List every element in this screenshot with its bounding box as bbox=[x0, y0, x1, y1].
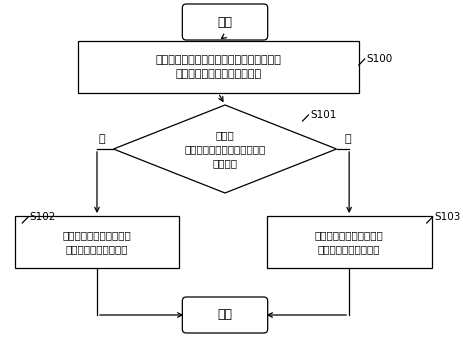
Text: 开始: 开始 bbox=[217, 16, 232, 29]
Text: 根据对血液样本吸样过程中样本透光率的变
化，生成吸样过程透光率曲线: 根据对血液样本吸样过程中样本透光率的变 化，生成吸样过程透光率曲线 bbox=[155, 55, 281, 79]
Text: S101: S101 bbox=[310, 110, 336, 120]
FancyBboxPatch shape bbox=[182, 297, 267, 333]
Bar bbox=[77, 41, 358, 93]
Text: 判定血液分析仪对所述血
液样本的测量结果可信: 判定血液分析仪对所述血 液样本的测量结果可信 bbox=[63, 230, 131, 254]
Text: S100: S100 bbox=[366, 54, 392, 64]
Text: 判定血液分析仪对所述血
液样本的测量结果存疑: 判定血液分析仪对所述血 液样本的测量结果存疑 bbox=[314, 230, 383, 254]
Text: 结束: 结束 bbox=[217, 308, 232, 321]
Text: 根据透
光率曲线判断吸样过程中是否
出现异常: 根据透 光率曲线判断吸样过程中是否 出现异常 bbox=[184, 130, 265, 168]
FancyBboxPatch shape bbox=[182, 4, 267, 40]
Text: 否: 否 bbox=[98, 134, 105, 144]
Bar bbox=[266, 216, 431, 268]
Polygon shape bbox=[113, 105, 336, 193]
Bar bbox=[14, 216, 179, 268]
Text: 是: 是 bbox=[344, 134, 351, 144]
Text: S102: S102 bbox=[29, 212, 56, 222]
Text: S103: S103 bbox=[433, 212, 460, 222]
